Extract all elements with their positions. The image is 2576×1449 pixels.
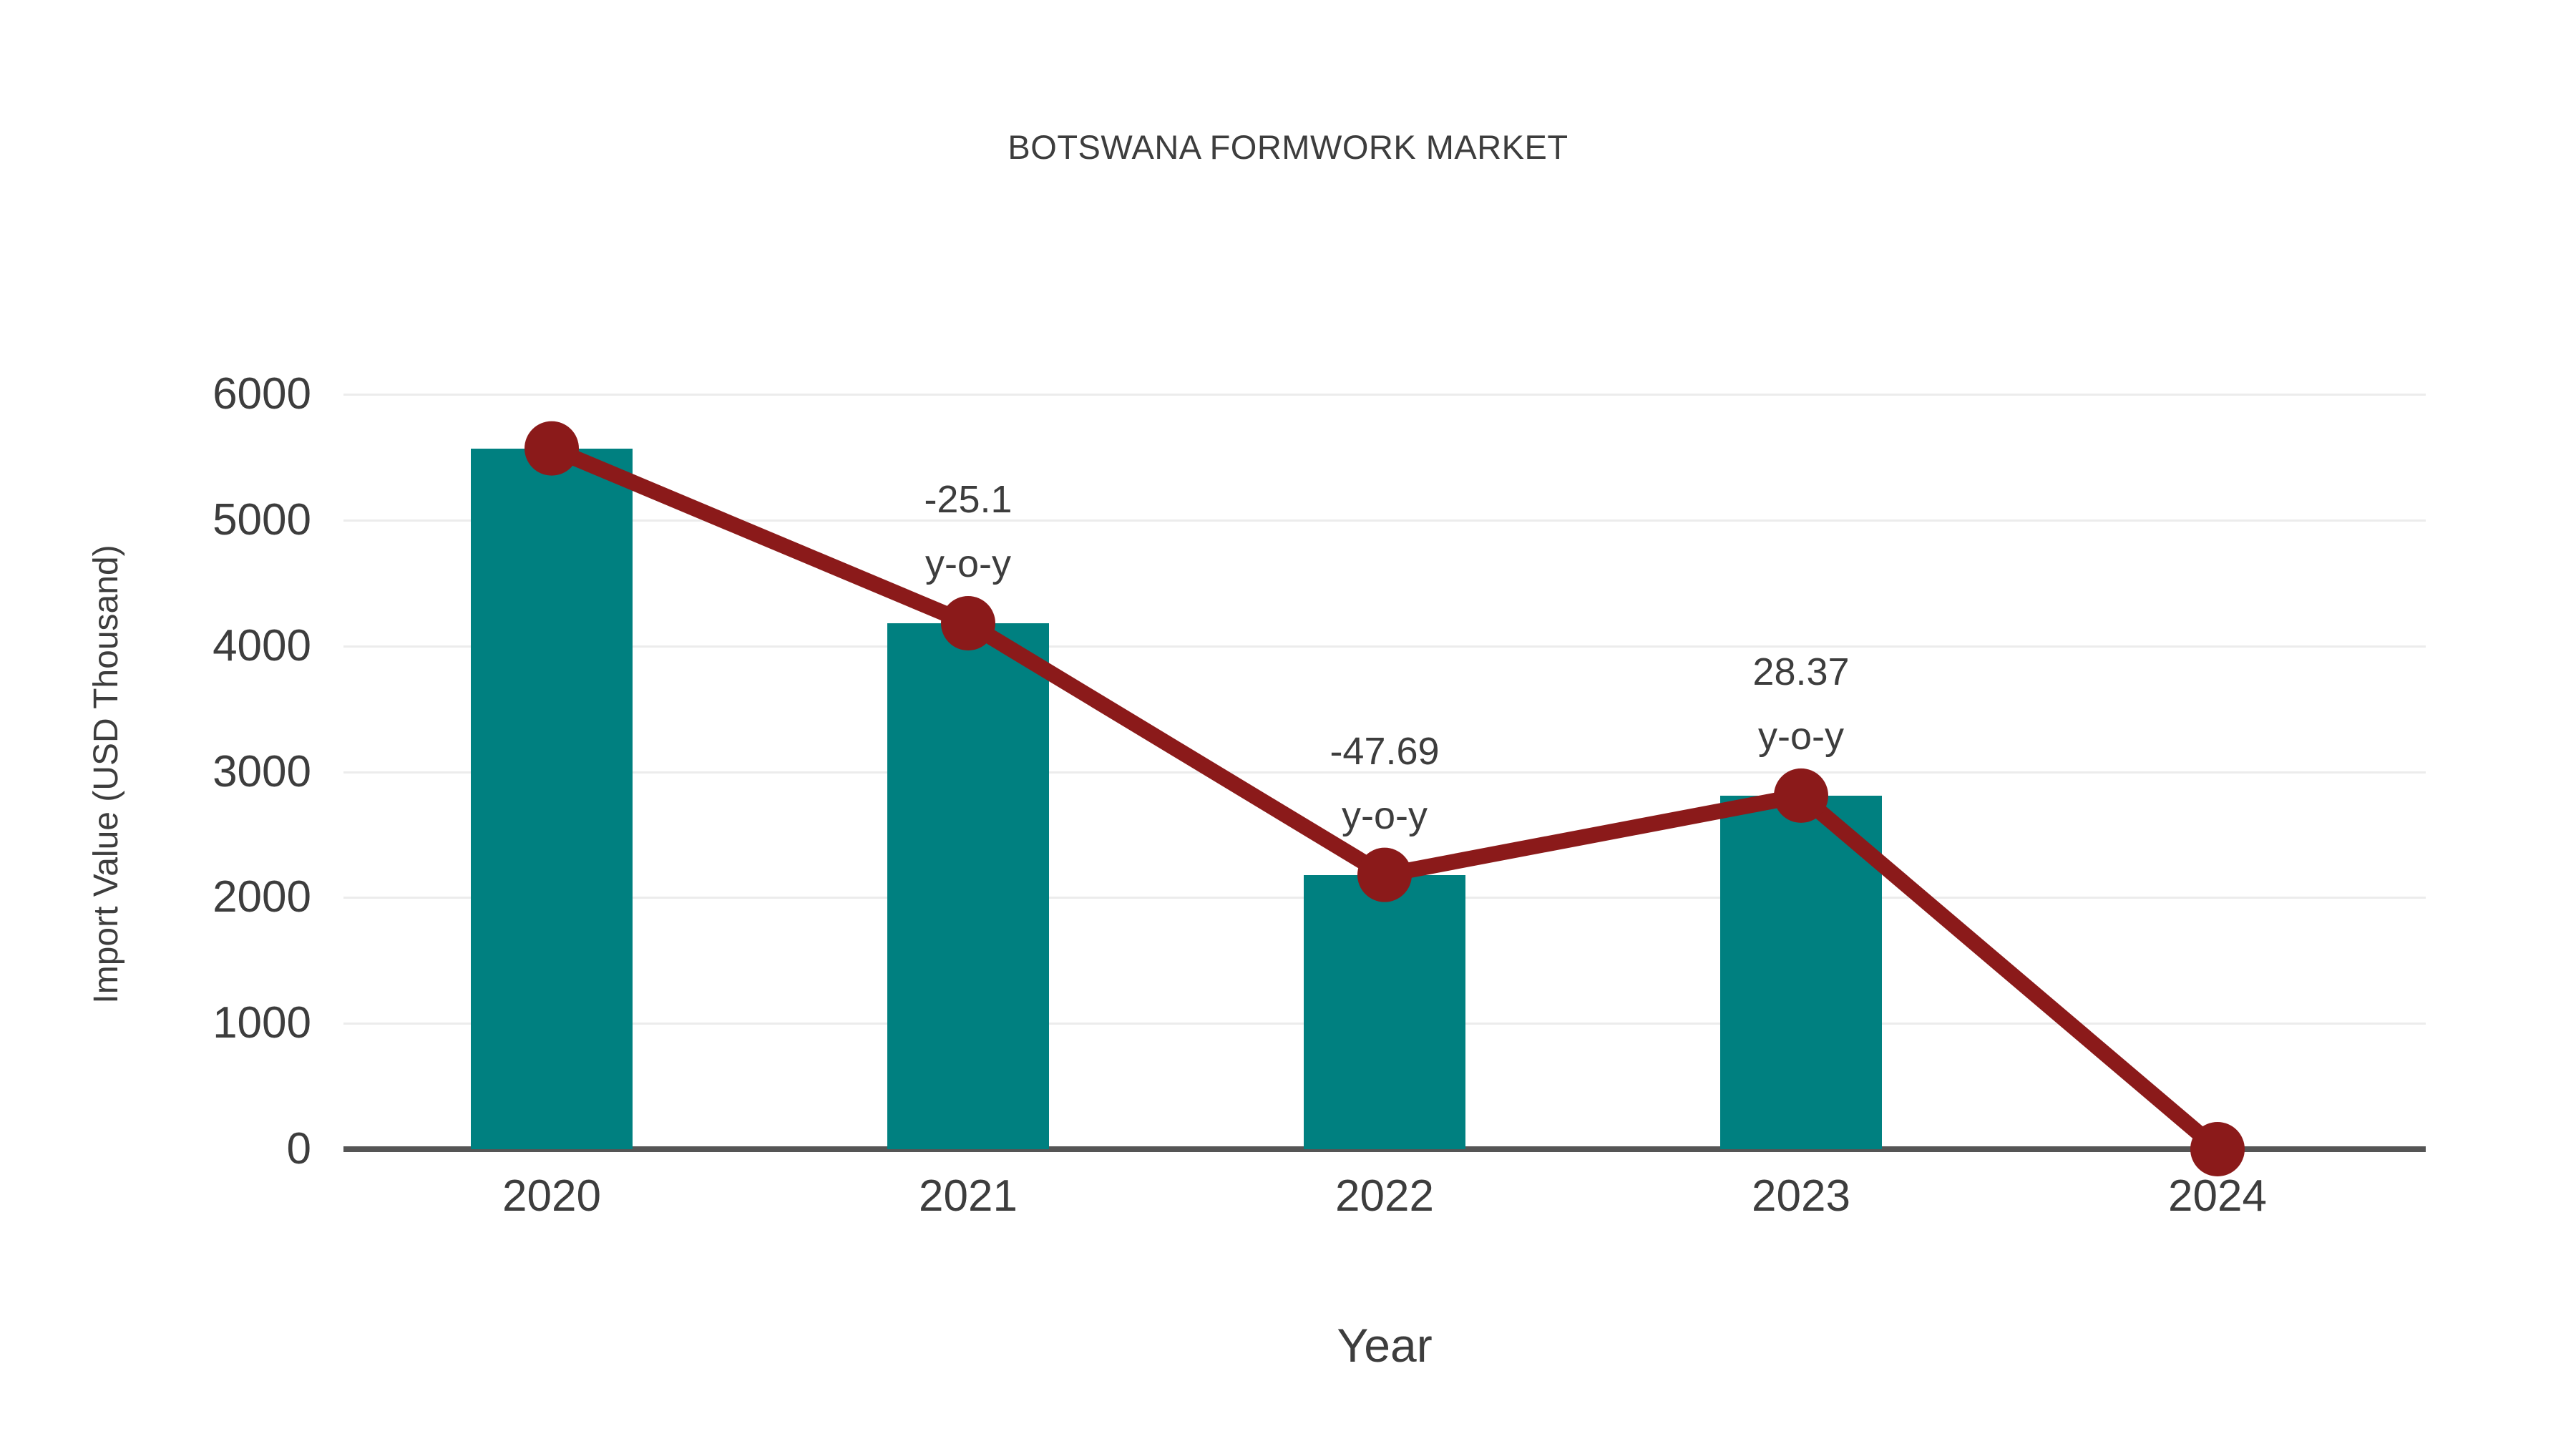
- y-tick-label: 1000: [213, 998, 311, 1048]
- bar-2021[interactable]: [887, 623, 1049, 1149]
- annotation-sublabel: y-o-y: [1758, 714, 1844, 758]
- x-tick-label-2024: 2024: [2168, 1171, 2267, 1221]
- annotation-sublabel: y-o-y: [1342, 794, 1428, 837]
- x-tick-label-2021: 2021: [919, 1171, 1018, 1221]
- x-tick-label-2022: 2022: [1335, 1171, 1434, 1221]
- bar-2020[interactable]: [471, 448, 633, 1149]
- bar-2022[interactable]: [1304, 874, 1465, 1149]
- annotation-2021: -25.1 y-o-y: [789, 467, 1147, 596]
- chart-title: BOTSWANA FORMWORK MARKET: [1008, 128, 1568, 166]
- x-tick-label-2023: 2023: [1752, 1171, 1850, 1221]
- y-tick-label: 6000: [213, 369, 311, 419]
- y-tick-label: 2000: [213, 872, 311, 922]
- annotation-2022: -47.69 y-o-y: [1206, 719, 1563, 848]
- annotation-sublabel: y-o-y: [925, 542, 1011, 586]
- gridline: [343, 394, 2426, 396]
- x-tick-label-2020: 2020: [502, 1171, 601, 1221]
- y-tick-label: 0: [286, 1124, 311, 1174]
- annotation-2023: 28.37 y-o-y: [1622, 640, 1980, 769]
- y-tick-label: 3000: [213, 746, 311, 796]
- y-tick-label: 4000: [213, 620, 311, 670]
- x-axis-title: Year: [1337, 1319, 1433, 1372]
- annotation-value: -25.1: [924, 478, 1013, 522]
- annotation-value: -47.69: [1330, 729, 1440, 773]
- annotation-value: 28.37: [1752, 650, 1850, 693]
- y-tick-label: 5000: [213, 494, 311, 545]
- bar-2023[interactable]: [1720, 795, 1882, 1149]
